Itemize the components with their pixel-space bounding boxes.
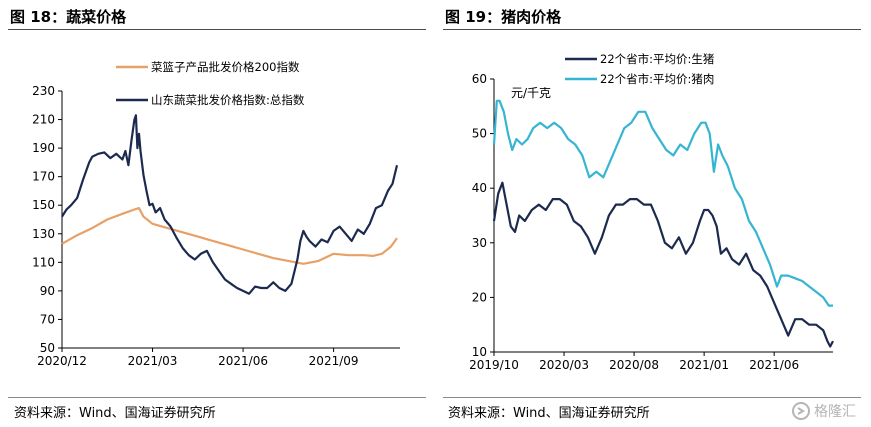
watermark-text: 格隆汇 bbox=[814, 404, 856, 420]
left-x-tick-label: 2021/03 bbox=[128, 354, 178, 368]
left-y-tick-label: 150 bbox=[32, 198, 55, 212]
left-y-tick-label: 130 bbox=[32, 227, 55, 241]
watermark: 格隆汇 bbox=[790, 400, 868, 422]
right-y-tick-label: 10 bbox=[472, 345, 487, 359]
left-x-tick-label: 2021/06 bbox=[218, 354, 268, 368]
left-y-tick-label: 50 bbox=[40, 341, 55, 355]
left-legend-label-1: 山东蔬菜批发价格指数:总指数 bbox=[151, 93, 305, 107]
left-series-line-1 bbox=[61, 114, 399, 295]
right-legend-label-1: 22个省市:平均价:猪肉 bbox=[600, 72, 714, 86]
right-y-tick-label: 40 bbox=[472, 181, 487, 195]
left-y-tick-label: 70 bbox=[40, 312, 55, 326]
left-source-note: 资料来源：Wind、国海证券研究所 bbox=[14, 406, 216, 421]
right-legend-label-0: 22个省市:平均价:生猪 bbox=[600, 52, 715, 66]
left-y-tick-label: 90 bbox=[40, 284, 55, 298]
right-y-tick-label: 60 bbox=[472, 72, 487, 86]
right-x-axis: 2019/10 2020/03 2020/08 2021/01 2021/06 bbox=[469, 351, 833, 372]
right-y-axis: 10 20 30 40 50 60 bbox=[472, 72, 495, 359]
left-y-axis: 50 70 90 110 130 150 170 190 210 230 bbox=[32, 84, 63, 355]
left-y-tick-label: 210 bbox=[32, 113, 55, 127]
left-series bbox=[61, 114, 399, 295]
left-chart-title: 图 18：蔬菜价格 bbox=[10, 8, 127, 26]
left-title-rule bbox=[8, 29, 426, 30]
right-series-line-0 bbox=[492, 181, 834, 348]
right-bottom-rule bbox=[443, 397, 861, 398]
right-source-note: 资料来源：Wind、国海证券研究所 bbox=[448, 406, 650, 421]
left-legend-label-0: 菜篮子产品批发价格200指数 bbox=[151, 60, 300, 74]
right-x-tick-label: 2020/08 bbox=[609, 358, 659, 372]
left-x-tick-label: 2020/12 bbox=[37, 354, 87, 368]
right-x-tick-label: 2019/10 bbox=[469, 358, 519, 372]
left-y-tick-label: 230 bbox=[32, 84, 55, 98]
right-series bbox=[492, 99, 834, 348]
right-x-tick-label: 2021/06 bbox=[749, 358, 799, 372]
left-y-tick-label: 170 bbox=[32, 170, 55, 184]
right-x-tick-label: 2021/01 bbox=[679, 358, 729, 372]
right-legend: 22个省市:平均价:生猪 22个省市:平均价:猪肉 bbox=[565, 52, 715, 86]
right-y-unit-label: 元/千克 bbox=[511, 86, 551, 100]
right-y-tick-label: 20 bbox=[472, 290, 487, 304]
left-bottom-rule bbox=[8, 397, 426, 398]
left-x-tick-label: 2021/09 bbox=[309, 354, 359, 368]
right-title-rule bbox=[443, 29, 861, 30]
right-series-line-1 bbox=[492, 99, 833, 307]
gelonghui-logo-icon: 格隆汇 bbox=[792, 402, 856, 420]
left-series-line-0 bbox=[61, 207, 398, 265]
left-y-tick-label: 110 bbox=[32, 255, 55, 269]
right-chart-title: 图 19：猪肉价格 bbox=[445, 8, 562, 26]
right-y-tick-label: 30 bbox=[472, 236, 487, 250]
right-y-tick-label: 50 bbox=[472, 127, 487, 141]
left-y-tick-label: 190 bbox=[32, 141, 55, 155]
right-x-tick-label: 2020/03 bbox=[539, 358, 589, 372]
left-x-axis: 2020/12 2021/03 2021/06 2021/09 bbox=[37, 347, 400, 368]
